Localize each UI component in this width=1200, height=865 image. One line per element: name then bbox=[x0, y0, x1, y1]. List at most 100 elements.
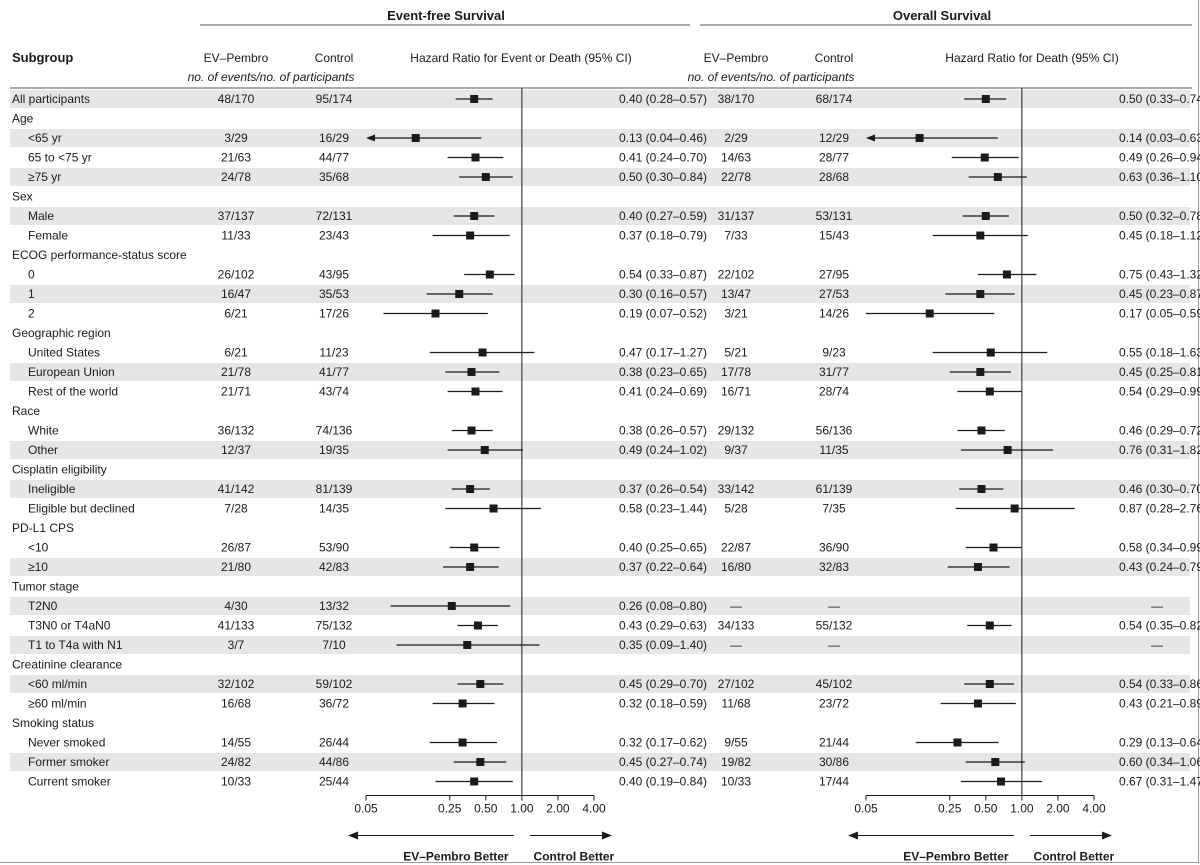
efs-ev-count: 7/28 bbox=[224, 502, 248, 516]
os-ev-count: 34/133 bbox=[718, 619, 755, 633]
os-ev-count: 5/28 bbox=[724, 502, 748, 516]
os-hr-point bbox=[976, 231, 985, 240]
efs-hr-ci-text: 0.37 (0.18–0.79) bbox=[619, 229, 707, 243]
efs-ev-count: 16/47 bbox=[221, 287, 251, 301]
os-hr-ci-text: 0.54 (0.35–0.82) bbox=[1119, 619, 1200, 633]
os-hr-ci-text: 0.55 (0.18–1.63) bbox=[1119, 346, 1200, 360]
os-control-count: 12/29 bbox=[819, 131, 849, 145]
os-control-count: 28/74 bbox=[819, 385, 849, 399]
subgroup-category-label: Age bbox=[12, 112, 34, 126]
efs-hr-ci-text: 0.32 (0.17–0.62) bbox=[619, 736, 707, 750]
efs-hr-ci-text: 0.37 (0.22–0.64) bbox=[619, 560, 707, 574]
subgroup-label: Other bbox=[28, 443, 58, 457]
os-ev-count: 9/37 bbox=[724, 443, 748, 457]
efs-control-count: 72/131 bbox=[316, 209, 353, 223]
efs-hr-point bbox=[466, 231, 475, 240]
os-x-tick-label: 4.00 bbox=[1082, 802, 1106, 816]
efs-control-count: 35/53 bbox=[319, 287, 349, 301]
efs-hr-ci-text: 0.50 (0.30–0.84) bbox=[619, 170, 707, 184]
row-shade bbox=[10, 480, 1190, 498]
os-hr-point bbox=[977, 485, 986, 493]
efs-ev-count: 21/63 bbox=[221, 151, 251, 165]
efs-control-count: 43/95 bbox=[319, 268, 349, 282]
os-hr-point bbox=[981, 212, 990, 220]
os-ev-count: 22/78 bbox=[721, 170, 751, 184]
subgroup-category-label: Cisplatin eligibility bbox=[12, 463, 107, 477]
efs-x-tick-label: 2.00 bbox=[546, 802, 570, 816]
efs-control-count: 19/35 bbox=[319, 443, 349, 457]
os-control-count: 45/102 bbox=[816, 677, 853, 691]
subgroup-category-label: Creatinine clearance bbox=[12, 658, 122, 672]
os-x-tick-label: 0.05 bbox=[854, 802, 878, 816]
efs-control-count: 44/77 bbox=[319, 151, 349, 165]
efs-ev-count: 26/102 bbox=[218, 268, 255, 282]
efs-hr-ci-text: 0.40 (0.27–0.59) bbox=[619, 209, 707, 223]
efs-hr-point bbox=[478, 348, 487, 357]
efs-ev-count: 3/29 bbox=[224, 131, 248, 145]
os-hr-point bbox=[977, 426, 986, 435]
efs-control-count: 7/10 bbox=[322, 638, 346, 652]
efs-ev-count: 3/7 bbox=[228, 638, 245, 652]
efs-hr-point bbox=[473, 621, 482, 630]
efs-control-count: 74/136 bbox=[316, 424, 353, 438]
row-shade bbox=[10, 558, 1190, 576]
os-hr-ci-text: 0.67 (0.31–1.47) bbox=[1119, 775, 1200, 789]
os-hr-point bbox=[986, 348, 995, 357]
efs-x-tick-label: 0.25 bbox=[438, 802, 462, 816]
row-shade bbox=[10, 363, 1190, 381]
os-ev-count: 17/78 bbox=[721, 365, 751, 379]
os-hr-point bbox=[989, 543, 998, 552]
efs-hr-ci-text: 0.40 (0.25–0.65) bbox=[619, 541, 707, 555]
subgroup-label: United States bbox=[28, 346, 100, 360]
os-ev-count: 2/29 bbox=[724, 131, 748, 145]
os-control-count: 55/132 bbox=[816, 619, 853, 633]
os-ev-count: 16/71 bbox=[721, 385, 751, 399]
subgroup-label: 2 bbox=[28, 307, 35, 321]
os-hr-ci-text: — bbox=[1151, 638, 1163, 652]
efs-hr-ci-text: 0.35 (0.09–1.40) bbox=[619, 638, 707, 652]
os-x-tick-label: 0.50 bbox=[974, 802, 998, 816]
os-hr-ci-text: 0.46 (0.29–0.72) bbox=[1119, 424, 1200, 438]
os-hr-ci-text: 0.17 (0.05–0.59) bbox=[1119, 307, 1200, 321]
subgroup-label: ≥10 bbox=[28, 560, 48, 574]
efs-ev-count: 21/71 bbox=[221, 385, 251, 399]
efs-control-count: 14/35 bbox=[319, 502, 349, 516]
os-ev-count: 29/132 bbox=[718, 424, 755, 438]
os-control-count: 61/139 bbox=[816, 482, 853, 496]
os-hr-ci-text: 0.45 (0.18–1.12) bbox=[1119, 229, 1200, 243]
efs-ev-count: 6/21 bbox=[224, 346, 248, 360]
subgroup-label: 1 bbox=[28, 287, 35, 301]
os-control-count: 53/131 bbox=[816, 209, 853, 223]
os-control-count: 56/136 bbox=[816, 424, 853, 438]
efs-control-count: 25/44 bbox=[319, 775, 349, 789]
efs-x-tick-label: 1.00 bbox=[510, 802, 534, 816]
subgroup-label: ≥75 yr bbox=[28, 170, 61, 184]
os-hr-ci-text: 0.49 (0.26–0.94) bbox=[1119, 151, 1200, 165]
os-control-count: 23/72 bbox=[819, 697, 849, 711]
efs-ev-count: 21/80 bbox=[221, 560, 251, 574]
os-control-count: 14/26 bbox=[819, 307, 849, 321]
os-hr-point bbox=[976, 290, 985, 298]
subgroup-category-label: Race bbox=[12, 404, 40, 418]
os-hr-ci-text: 0.43 (0.24–0.79) bbox=[1119, 560, 1200, 574]
os-hr-point bbox=[985, 680, 994, 688]
os-ev-arm-header: EV–Pembro bbox=[704, 51, 769, 65]
os-control-count: 28/68 bbox=[819, 170, 849, 184]
os-hr-ci-text: 0.76 (0.31–1.82) bbox=[1119, 443, 1200, 457]
efs-favors-left-arrowhead bbox=[348, 831, 358, 840]
efs-ev-count: 26/87 bbox=[221, 541, 251, 555]
efs-ev-count: 14/55 bbox=[221, 736, 251, 750]
efs-control-count: 13/32 bbox=[319, 599, 349, 613]
subgroup-label: Former smoker bbox=[28, 755, 109, 769]
efs-hr-ci-text: 0.47 (0.17–1.27) bbox=[619, 346, 707, 360]
efs-control-count: 44/86 bbox=[319, 755, 349, 769]
efs-control-count: 41/77 bbox=[319, 365, 349, 379]
subgroup-label: <65 yr bbox=[28, 131, 62, 145]
efs-hr-point bbox=[470, 95, 479, 103]
os-ci-truncated-arrow bbox=[866, 134, 875, 142]
efs-favors-left-label: EV–Pembro Better bbox=[403, 850, 509, 864]
efs-hr-point bbox=[470, 212, 479, 220]
subgroup-label: European Union bbox=[28, 365, 115, 379]
os-hr-ci-text: 0.75 (0.43–1.32) bbox=[1119, 268, 1200, 282]
efs-ev-count: 11/33 bbox=[221, 229, 250, 243]
